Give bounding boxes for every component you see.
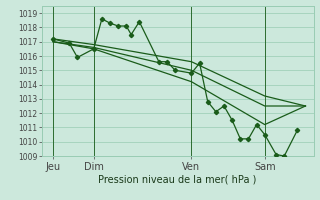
X-axis label: Pression niveau de la mer( hPa ): Pression niveau de la mer( hPa ) xyxy=(99,174,257,184)
